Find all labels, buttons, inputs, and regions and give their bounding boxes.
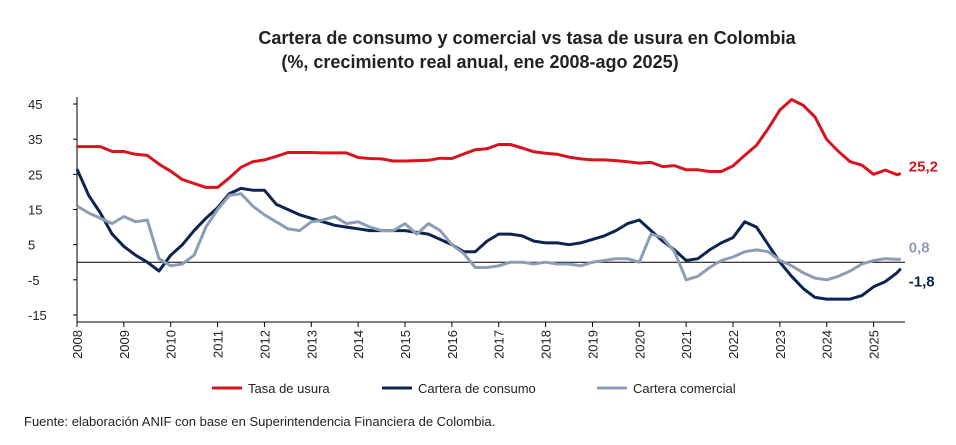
x-tick-label: 2020 [632, 330, 647, 359]
y-tick-label: -5 [28, 273, 40, 288]
data-label: -1,8 [909, 274, 935, 291]
y-tick-label: 45 [28, 97, 42, 112]
x-tick-label: 2019 [585, 330, 600, 359]
y-tick-label: 5 [28, 238, 35, 253]
y-tick-label: 15 [28, 203, 42, 218]
line-series [77, 98, 902, 189]
x-tick-label: 2013 [304, 330, 319, 359]
x-tick-label: 2015 [398, 330, 413, 359]
x-tick-label: 2025 [867, 330, 882, 359]
legend-label: Cartera comercial [633, 381, 736, 396]
legend-label: Cartera de consumo [418, 381, 536, 396]
x-tick-label: 2021 [679, 330, 694, 359]
x-tick-label: 2009 [117, 330, 132, 359]
x-tick-label: 2017 [492, 330, 507, 359]
x-tick-label: 2008 [70, 330, 85, 359]
source-note: Fuente: elaboración ANIF con base en Sup… [24, 414, 495, 429]
line-series [75, 168, 902, 301]
x-tick-label: 2024 [820, 330, 835, 359]
x-tick-label: 2018 [539, 330, 554, 359]
x-tick-label: 2014 [351, 330, 366, 359]
y-tick-label: 35 [28, 132, 42, 147]
chart-title: Cartera de consumo y comercial vs tasa d… [258, 28, 796, 48]
y-tick-label: -15 [28, 308, 47, 323]
data-label: 0,8 [909, 239, 930, 256]
legend-label: Tasa de usura [248, 381, 330, 396]
x-tick-label: 2022 [726, 330, 741, 359]
x-tick-label: 2010 [164, 330, 179, 359]
x-tick-label: 2011 [211, 330, 226, 358]
y-tick-label: 25 [28, 167, 42, 182]
x-tick-label: 2023 [773, 330, 788, 359]
x-tick-label: 2012 [257, 330, 272, 359]
x-tick-label: 2016 [445, 330, 460, 359]
data-label: 25,2 [909, 159, 938, 176]
line-series [76, 192, 901, 282]
chart-subtitle: (%, crecimiento real anual, ene 2008-ago… [281, 52, 678, 72]
